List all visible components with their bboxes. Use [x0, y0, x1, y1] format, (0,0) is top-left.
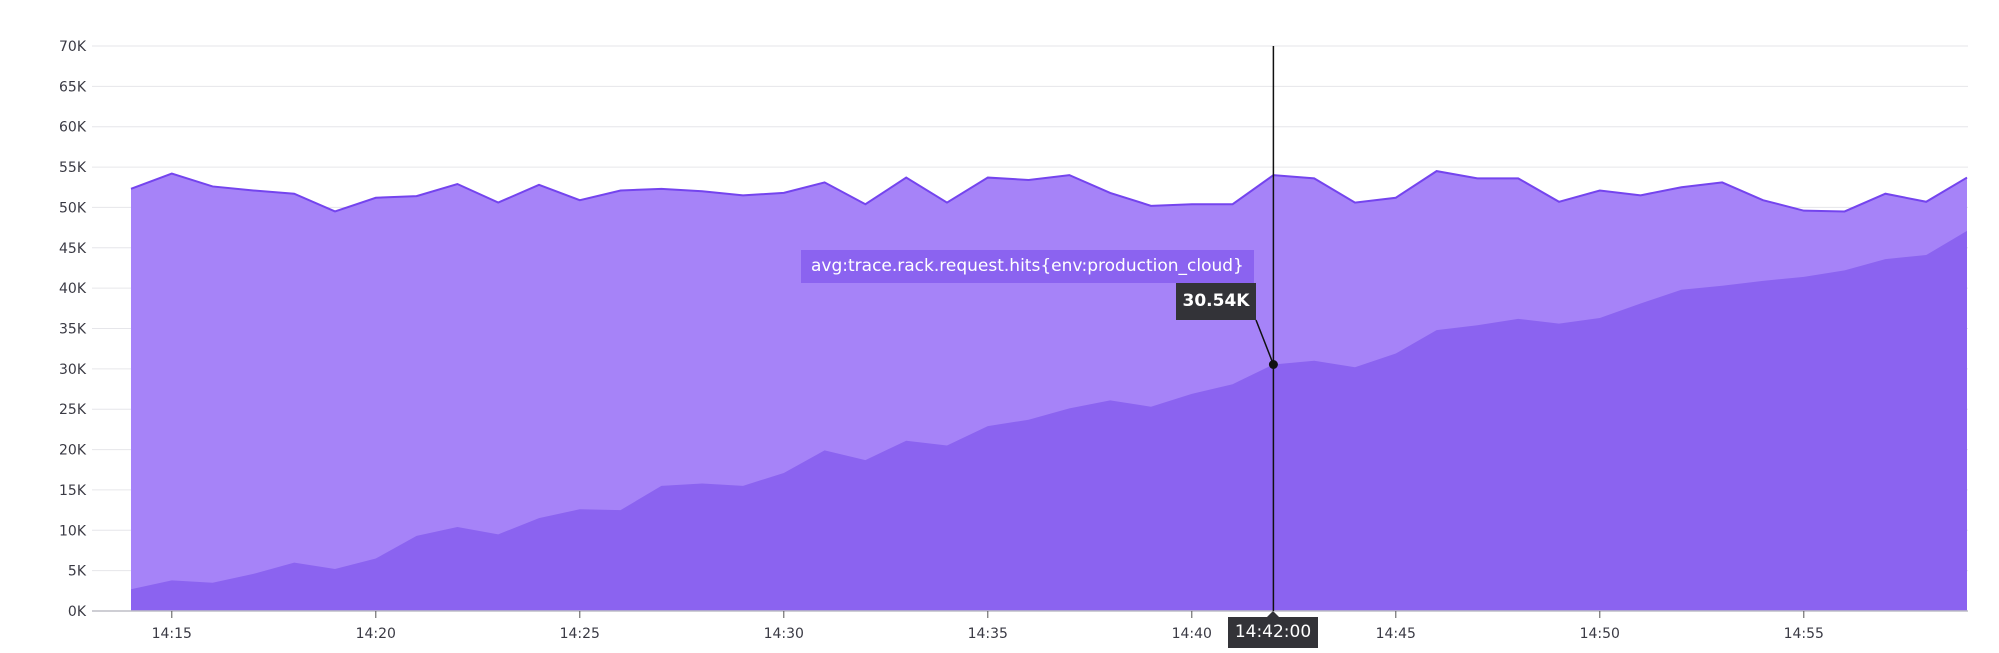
x-tick-label: 14:25 [560, 626, 600, 642]
y-axis: 0K 5K 10K 15K 20K 25K 30K 35K 40K 45K 50K 55K 60K 65K… [59, 39, 87, 620]
hover-crosshair [1255, 46, 1278, 611]
y-tick-label: 25K [59, 402, 87, 418]
y-tick-label: 70K [59, 39, 87, 55]
tooltip-value: 30.54K [1176, 283, 1256, 320]
y-tick-label: 60K [59, 120, 87, 136]
y-tick-label: 55K [59, 160, 87, 176]
x-tick-label: 14:55 [1784, 626, 1824, 642]
area-series [130, 170, 1968, 612]
x-tick-label: 14:40 [1172, 626, 1212, 642]
x-tick-label: 14:50 [1580, 626, 1620, 642]
y-tick-label: 45K [59, 241, 87, 257]
area-series-2 [131, 230, 1967, 612]
x-tick-label: 14:20 [356, 626, 396, 642]
y-tick-label: 5K [68, 564, 87, 580]
x-axis: 14:15 14:20 14:25 14:30 14:35 14:40 14:45 14:50… [92, 610, 1968, 642]
tooltip-series-label: avg:trace.rack.request.hits{env:producti… [801, 250, 1254, 283]
series-line-1 [130, 170, 1968, 213]
y-tick-label: 30K [59, 362, 87, 378]
y-tick-label: 20K [59, 443, 87, 459]
y-tick-label: 65K [59, 79, 87, 95]
x-tick-label: 14:45 [1376, 626, 1416, 642]
y-tick-label: 35K [59, 322, 87, 338]
hover-point [1268, 359, 1278, 369]
y-tick-label: 15K [59, 483, 87, 499]
y-tick-label: 50K [59, 200, 87, 216]
y-tick-label: 0K [68, 604, 87, 620]
x-tick-label: 14:30 [764, 626, 804, 642]
x-tick-label: 14:15 [152, 626, 192, 642]
crosshair-time-label: 14:42:00 [1228, 611, 1318, 648]
y-tick-label: 40K [59, 281, 87, 297]
tooltip-leader-line [1255, 319, 1275, 365]
x-tick-label: 14:35 [968, 626, 1008, 642]
y-tick-label: 10K [59, 523, 87, 539]
